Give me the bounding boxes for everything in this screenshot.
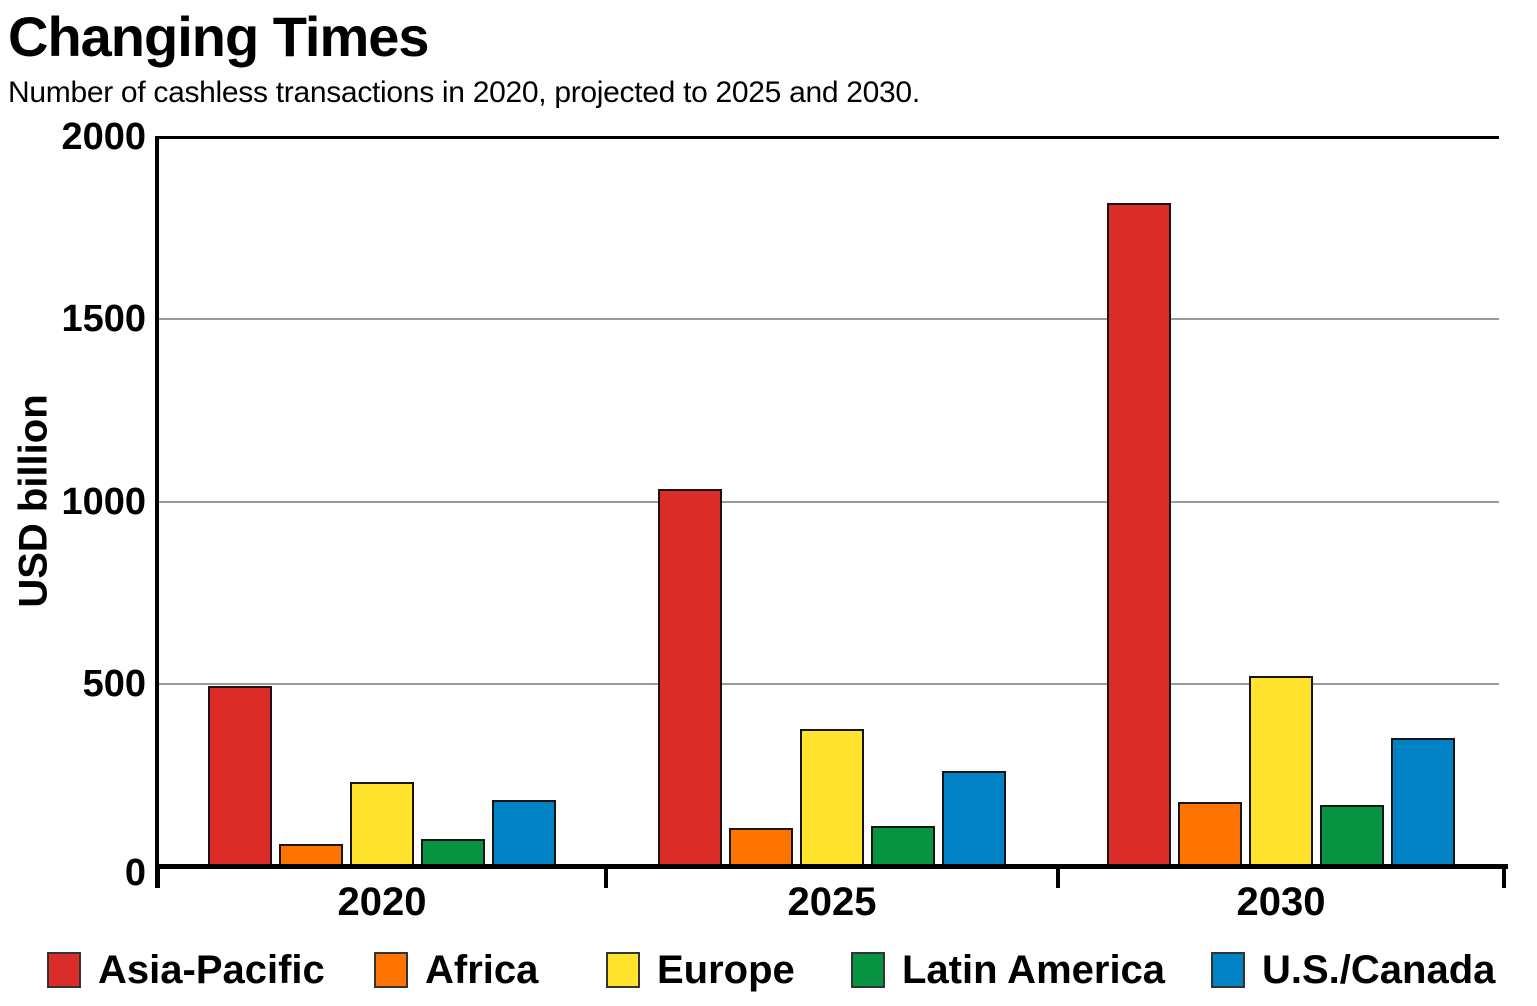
bar-asia-pacific-2025 xyxy=(658,489,722,866)
y-tick-label-0: 0 xyxy=(124,852,146,894)
legend-label-africa: Africa xyxy=(425,948,539,992)
legend-item-europe: Europe xyxy=(606,948,795,992)
y-tick-label-1500: 1500 xyxy=(61,298,146,340)
legend-label-asia-pacific: Asia-Pacific xyxy=(98,948,325,992)
gridline-1000 xyxy=(159,501,1499,503)
y-tick-label-1000: 1000 xyxy=(61,481,146,523)
legend-item-u-s-canada: U.S./Canada xyxy=(1211,948,1495,992)
bar-europe-2025 xyxy=(800,729,864,866)
x-tick-3 xyxy=(1502,866,1506,888)
bar-africa-2030 xyxy=(1178,802,1242,866)
bar-asia-pacific-2020 xyxy=(208,686,272,866)
bar-europe-2030 xyxy=(1249,676,1313,866)
legend-label-latin-america: Latin America xyxy=(902,948,1166,992)
bar-latin-america-2020 xyxy=(421,839,485,866)
bar-africa-2020 xyxy=(279,844,343,866)
legend-swatch-u-s-canada xyxy=(1211,952,1245,988)
y-tick-label-500: 500 xyxy=(82,663,146,705)
legend-item-latin-america: Latin America xyxy=(851,948,1165,992)
bar-asia-pacific-2030 xyxy=(1107,203,1171,866)
bar-europe-2020 xyxy=(350,782,414,866)
legend-item-africa: Africa xyxy=(374,948,538,992)
y-tick-label-2000: 2000 xyxy=(61,116,146,158)
chart-subtitle: Number of cashless transactions in 2020,… xyxy=(8,76,920,109)
chart-title: Changing Times xyxy=(8,5,430,68)
legend-swatch-asia-pacific xyxy=(47,952,81,988)
legend-item-asia-pacific: Asia-Pacific xyxy=(47,948,325,992)
x-axis-label-2020: 2020 xyxy=(337,880,427,924)
x-tick-2 xyxy=(1056,866,1060,888)
legend-label-u-s-canada: U.S./Canada xyxy=(1262,948,1496,992)
legend-swatch-europe xyxy=(606,952,640,988)
gridline-500 xyxy=(159,683,1499,685)
x-axis-label-2030: 2030 xyxy=(1236,880,1326,924)
x-axis-line xyxy=(155,864,1508,869)
bar-africa-2025 xyxy=(729,828,793,866)
x-tick-0 xyxy=(156,866,160,888)
legend-label-europe: Europe xyxy=(657,948,795,992)
bar-u-s-canada-2025 xyxy=(942,771,1006,866)
x-tick-1 xyxy=(604,866,608,888)
bar-latin-america-2030 xyxy=(1320,805,1384,866)
bar-latin-america-2025 xyxy=(871,826,935,866)
bar-u-s-canada-2020 xyxy=(492,800,556,866)
bar-u-s-canada-2030 xyxy=(1391,738,1455,866)
legend-swatch-africa xyxy=(374,952,408,988)
plot-top-border xyxy=(158,136,1499,139)
x-axis-label-2025: 2025 xyxy=(787,880,877,924)
gridline-1500 xyxy=(159,318,1499,320)
legend-swatch-latin-america xyxy=(851,952,885,988)
y-axis-line xyxy=(155,136,159,888)
